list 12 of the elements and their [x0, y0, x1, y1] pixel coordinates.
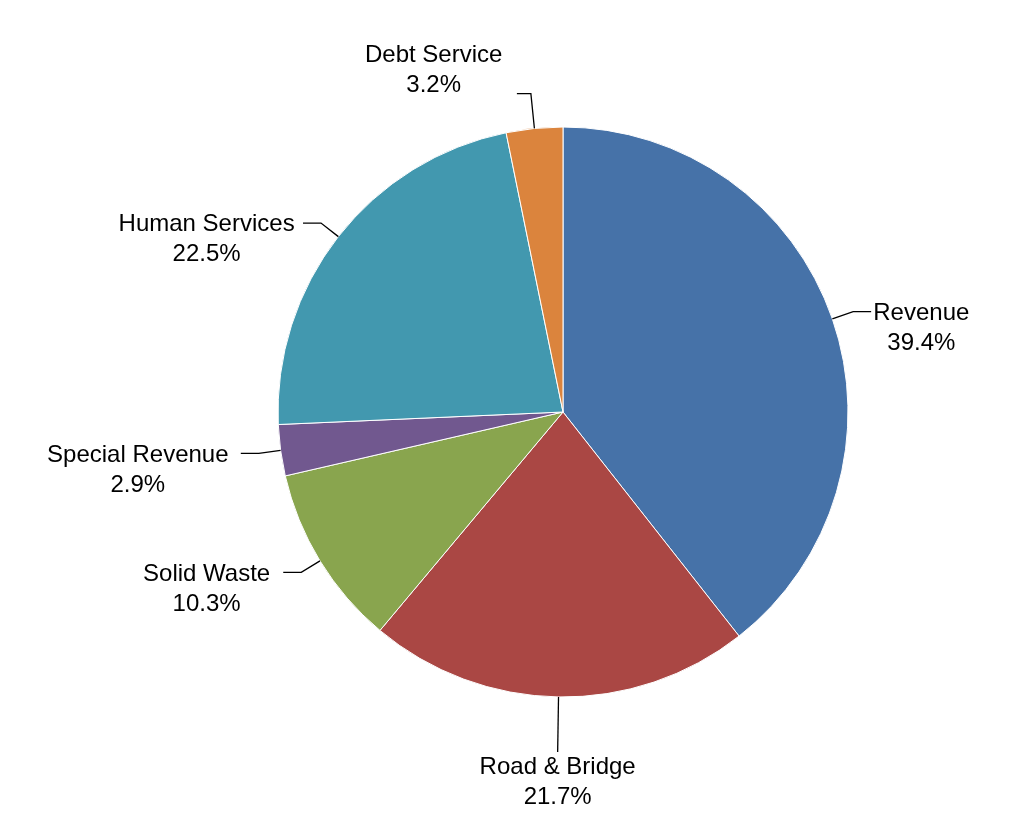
slice-label: Road & Bridge [479, 751, 636, 779]
data-label: 22.5% [172, 239, 241, 267]
slice-label: Debt Service [364, 40, 503, 68]
data-label: 21.7% [523, 781, 592, 809]
slice-label: Revenue [873, 298, 970, 326]
data-label: 10.3% [172, 588, 241, 616]
data-label: 3.2% [406, 70, 462, 98]
slice-label: Solid Waste [143, 558, 271, 586]
data-label: 39.4% [887, 328, 956, 356]
data-label: 2.9% [110, 469, 166, 497]
slice-label: Human Services [118, 209, 295, 237]
slice-label: Special Revenue [47, 439, 229, 467]
